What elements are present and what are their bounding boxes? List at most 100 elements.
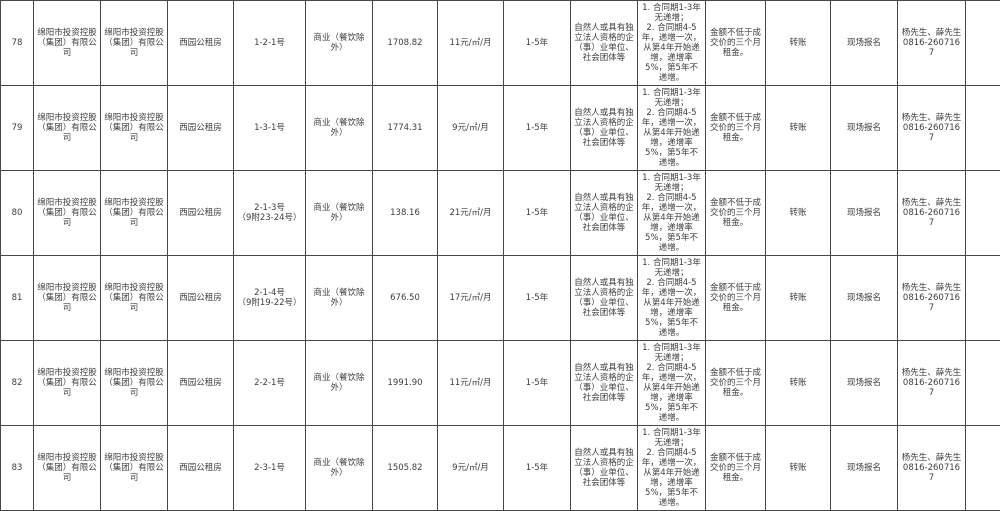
cell-operator: 绵阳市投资控股（集团）有限公司 — [101, 426, 168, 511]
cell-row-number: 78 — [1, 1, 34, 86]
cell-deposit: 金额不低于成交价的三个月租金。 — [706, 256, 766, 341]
cell-usage: 商业（餐饮除外） — [306, 171, 373, 256]
cell-remark — [966, 341, 1000, 426]
cell-usage: 商业（餐饮除外） — [306, 256, 373, 341]
cell-deposit: 金额不低于成交价的三个月租金。 — [706, 341, 766, 426]
cell-payment: 转账 — [766, 426, 831, 511]
cell-row-number: 79 — [1, 86, 34, 171]
cell-payment: 转账 — [766, 171, 831, 256]
cell-eligibility: 自然人或具有独立法人资格的企（事）业单位、社会团体等 — [571, 171, 638, 256]
cell-registration: 现场报名 — [831, 426, 898, 511]
cell-price: 17元/㎡/月 — [438, 256, 504, 341]
cell-eligibility: 自然人或具有独立法人资格的企（事）业单位、社会团体等 — [571, 426, 638, 511]
cell-term: 1-5年 — [504, 256, 571, 341]
cell-remark — [966, 86, 1000, 171]
cell-price: 9元/㎡/月 — [438, 86, 504, 171]
contact-names: 杨先生、薛先生 — [901, 28, 962, 38]
cell-price: 9元/㎡/月 — [438, 426, 504, 511]
cell-term: 1-5年 — [504, 171, 571, 256]
cell-project: 西园公租房 — [168, 256, 234, 341]
cell-row-number: 82 — [1, 341, 34, 426]
contact-phone: 0816-2607167 — [901, 463, 962, 483]
cell-row-number: 81 — [1, 256, 34, 341]
table-row: 82 绵阳市投资控股（集团）有限公司 绵阳市投资控股（集团）有限公司 西园公租房… — [1, 341, 1000, 426]
cell-remark — [966, 426, 1000, 511]
unit-number: 2-1-4号 — [237, 288, 302, 298]
cell-escalation: 1. 合同期1-3年无递增； 2. 合同期4-5年，递增一次，从第4年开始递增，… — [638, 171, 706, 256]
unit-number: 2-2-1号 — [237, 378, 302, 388]
cell-registration: 现场报名 — [831, 1, 898, 86]
cell-lessor: 绵阳市投资控股（集团）有限公司 — [34, 1, 101, 86]
cell-usage: 商业（餐饮除外） — [306, 341, 373, 426]
unit-number: 2-1-3号 — [237, 203, 302, 213]
cell-operator: 绵阳市投资控股（集团）有限公司 — [101, 1, 168, 86]
cell-lessor: 绵阳市投资控股（集团）有限公司 — [34, 256, 101, 341]
cell-area: 138.16 — [373, 171, 438, 256]
cell-operator: 绵阳市投资控股（集团）有限公司 — [101, 86, 168, 171]
cell-operator: 绵阳市投资控股（集团）有限公司 — [101, 341, 168, 426]
cell-project: 西园公租房 — [168, 171, 234, 256]
contact-phone: 0816-2607167 — [901, 378, 962, 398]
cell-lessor: 绵阳市投资控股（集团）有限公司 — [34, 86, 101, 171]
cell-project: 西园公租房 — [168, 86, 234, 171]
unit-note: （9附19-22号） — [237, 298, 302, 308]
contact-names: 杨先生、薛先生 — [901, 113, 962, 123]
cell-deposit: 金额不低于成交价的三个月租金。 — [706, 86, 766, 171]
cell-row-number: 83 — [1, 426, 34, 511]
contact-phone: 0816-2607167 — [901, 38, 962, 58]
unit-number: 1-3-1号 — [237, 123, 302, 133]
cell-row-number: 80 — [1, 171, 34, 256]
unit-number: 2-3-1号 — [237, 463, 302, 473]
cell-lessor: 绵阳市投资控股（集团）有限公司 — [34, 426, 101, 511]
cell-escalation: 1. 合同期1-3年无递增； 2. 合同期4-5年，递增一次，从第4年开始递增，… — [638, 86, 706, 171]
cell-term: 1-5年 — [504, 86, 571, 171]
cell-project: 西园公租房 — [168, 341, 234, 426]
cell-registration: 现场报名 — [831, 171, 898, 256]
cell-usage: 商业（餐饮除外） — [306, 426, 373, 511]
cell-operator: 绵阳市投资控股（集团）有限公司 — [101, 256, 168, 341]
cell-area: 1708.82 — [373, 1, 438, 86]
contact-phone: 0816-2607167 — [901, 293, 962, 313]
table-row: 78 绵阳市投资控股（集团）有限公司 绵阳市投资控股（集团）有限公司 西园公租房… — [1, 1, 1000, 86]
cell-usage: 商业（餐饮除外） — [306, 86, 373, 171]
cell-escalation: 1. 合同期1-3年无递增； 2. 合同期4-5年，递增一次，从第4年开始递增，… — [638, 426, 706, 511]
cell-area: 1505.82 — [373, 426, 438, 511]
cell-payment: 转账 — [766, 86, 831, 171]
cell-usage: 商业（餐饮除外） — [306, 1, 373, 86]
cell-operator: 绵阳市投资控股（集团）有限公司 — [101, 171, 168, 256]
cell-area: 676.50 — [373, 256, 438, 341]
contact-names: 杨先生、薛先生 — [901, 198, 962, 208]
cell-escalation: 1. 合同期1-3年无递增； 2. 合同期4-5年，递增一次，从第4年开始递增，… — [638, 341, 706, 426]
contact-names: 杨先生、薛先生 — [901, 283, 962, 293]
cell-price: 21元/㎡/月 — [438, 171, 504, 256]
cell-project: 西园公租房 — [168, 1, 234, 86]
cell-payment: 转账 — [766, 341, 831, 426]
cell-lessor: 绵阳市投资控股（集团）有限公司 — [34, 341, 101, 426]
cell-registration: 现场报名 — [831, 256, 898, 341]
cell-eligibility: 自然人或具有独立法人资格的企（事）业单位、社会团体等 — [571, 256, 638, 341]
table-row: 79 绵阳市投资控股（集团）有限公司 绵阳市投资控股（集团）有限公司 西园公租房… — [1, 86, 1000, 171]
table-row: 80 绵阳市投资控股（集团）有限公司 绵阳市投资控股（集团）有限公司 西园公租房… — [1, 171, 1000, 256]
cell-unit: 2-2-1号 — [234, 341, 306, 426]
unit-number: 1-2-1号 — [237, 38, 302, 48]
unit-note: （9附23-24号） — [237, 213, 302, 223]
cell-payment: 转账 — [766, 256, 831, 341]
cell-unit: 2-1-3号（9附23-24号） — [234, 171, 306, 256]
cell-registration: 现场报名 — [831, 341, 898, 426]
cell-payment: 转账 — [766, 1, 831, 86]
cell-unit: 2-1-4号（9附19-22号） — [234, 256, 306, 341]
table-row: 81 绵阳市投资控股（集团）有限公司 绵阳市投资控股（集团）有限公司 西园公租房… — [1, 256, 1000, 341]
cell-deposit: 金额不低于成交价的三个月租金。 — [706, 1, 766, 86]
cell-term: 1-5年 — [504, 341, 571, 426]
cell-term: 1-5年 — [504, 1, 571, 86]
cell-registration: 现场报名 — [831, 86, 898, 171]
cell-remark — [966, 256, 1000, 341]
cell-area: 1991.90 — [373, 341, 438, 426]
